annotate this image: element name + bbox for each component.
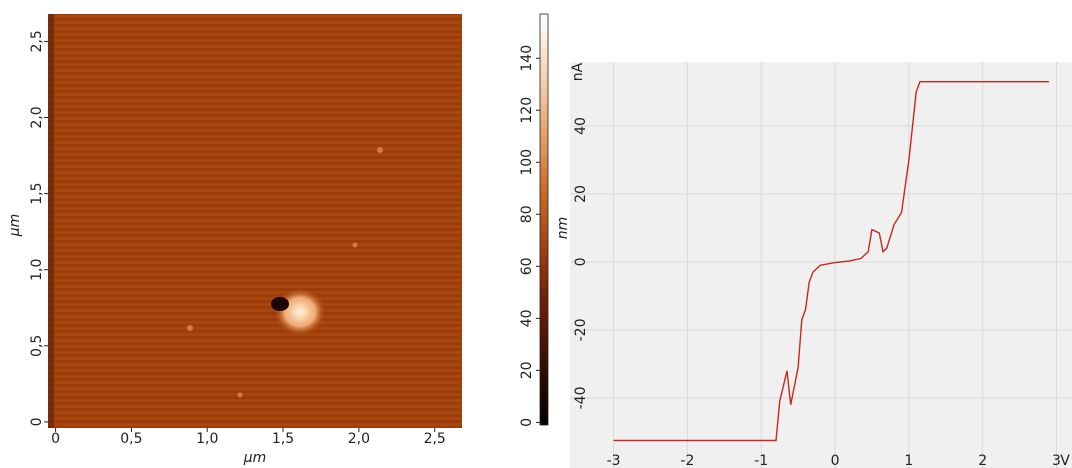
pit	[271, 297, 289, 311]
y-axis-label: µm	[7, 214, 23, 238]
y-tick-label: 0	[29, 417, 45, 426]
afm-image	[48, 14, 462, 428]
feature	[274, 288, 326, 336]
x-tick-label: 0,5	[120, 431, 142, 447]
height-map	[48, 14, 462, 428]
colorbar-tick-label: 80	[519, 205, 535, 223]
y-tick-label: 40	[573, 117, 589, 135]
x-tick-label: 2,0	[348, 431, 370, 447]
y-tick-label: 2,0	[29, 106, 45, 128]
colorbar-label: nm	[555, 217, 571, 240]
y-tick-label: -20	[573, 319, 589, 342]
y-tick-label: 2,5	[29, 30, 45, 52]
y-tick-label: 0,5	[29, 335, 45, 357]
x-tick-label: -1	[754, 453, 768, 468]
colorbar-tick-label: 40	[519, 309, 535, 327]
x-axis-label: V	[1060, 453, 1070, 468]
speck	[353, 243, 358, 248]
y-tick-label: 1,0	[29, 259, 45, 281]
figure: µm µm nm nA V 0 0,5 1,0 1,5 2,0 2,5 0 0,5 1,0 1,5…	[0, 0, 1072, 468]
colorbar	[540, 14, 548, 425]
y-tick-label: 1,5	[29, 182, 45, 204]
x-tick-label: -3	[607, 453, 621, 468]
speck	[238, 393, 243, 398]
colorbar-tick-label: 20	[519, 361, 535, 379]
speck	[187, 325, 193, 331]
page: µm µm nm nA V 0 0,5 1,0 1,5 2,0 2,5 0 0,5 1,0 1,5…	[0, 0, 1072, 468]
x-tick-label: -2	[680, 453, 694, 468]
speck	[377, 147, 383, 153]
x-tick-label: 1	[904, 453, 913, 468]
x-tick-label: 2	[978, 453, 987, 468]
x-tick-label: 1,0	[196, 431, 218, 447]
y-tick-label: 20	[573, 185, 589, 203]
colorbar-tick-label: 120	[519, 97, 535, 124]
colorbar-tick-label: 100	[519, 149, 535, 176]
y-axis-label: nA	[570, 62, 586, 81]
x-tick-label: 1,5	[272, 431, 294, 447]
y-tick-label: -40	[573, 387, 589, 410]
x-tick-label: 0	[51, 431, 60, 447]
x-axis-label: µm	[243, 450, 267, 466]
x-tick-label: 0	[831, 453, 840, 468]
colorbar-tick-label: 140	[519, 45, 535, 72]
y-tick-label: 0	[573, 257, 589, 266]
x-tick-label: 3	[1052, 453, 1061, 468]
colorbar-tick-label: 0	[519, 418, 535, 427]
x-tick-label: 2,5	[424, 431, 446, 447]
colorbar-tick-label: 60	[519, 257, 535, 275]
edge-shade	[48, 14, 54, 428]
